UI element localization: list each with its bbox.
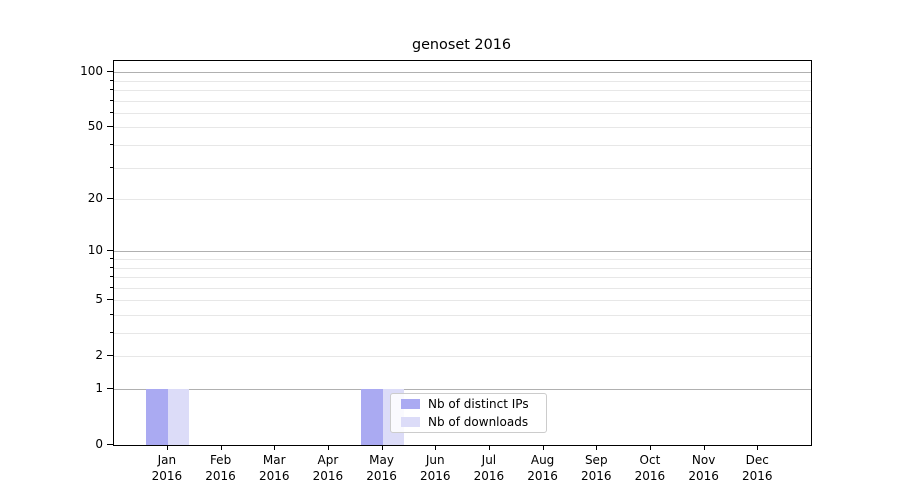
y-minor-tick-mark [110, 144, 113, 145]
x-tick-label: Jul 2016 [473, 453, 505, 483]
minor-gridline [114, 300, 811, 302]
y-minor-tick-mark [110, 355, 113, 357]
x-tick-mark [542, 445, 544, 450]
x-tick-mark [649, 445, 651, 450]
plot-area: Nb of distinct IPs Nb of downloads [113, 60, 812, 446]
x-tick-label: Mar 2016 [258, 453, 290, 483]
x-tick-label: Jun 2016 [419, 453, 451, 483]
y-tick-label: 0 [95, 437, 103, 451]
y-tick-mark [107, 444, 113, 445]
x-tick-label: Oct 2016 [634, 453, 666, 483]
minor-gridline [114, 258, 811, 260]
y-minor-tick-mark [110, 257, 113, 259]
y-minor-tick-mark [110, 313, 113, 315]
y-minor-tick-mark [110, 198, 113, 200]
legend-swatch-distinct-ips [401, 399, 420, 409]
y-minor-tick-mark [110, 332, 113, 333]
x-tick-label: Nov 2016 [688, 453, 719, 483]
minor-gridline [114, 167, 811, 169]
minor-gridline [114, 333, 811, 334]
x-tick-mark [274, 445, 276, 450]
y-minor-tick-mark [110, 166, 113, 168]
y-tick-mark [107, 71, 113, 73]
bar-layer [114, 61, 811, 445]
x-tick-label: Sep 2016 [580, 453, 612, 483]
x-tick-mark [327, 445, 329, 450]
legend-item-distinct-ips: Nb of distinct IPs [391, 397, 546, 411]
x-tick-label: Apr 2016 [312, 453, 344, 483]
x-tick-label: May 2016 [366, 453, 397, 483]
y-tick-label: 50 [87, 119, 103, 134]
y-minor-tick-mark [110, 299, 113, 301]
x-tick-mark [381, 445, 383, 450]
minor-gridline [114, 199, 811, 201]
x-tick-mark [220, 445, 222, 450]
major-gridline [114, 389, 811, 390]
major-gridline [114, 72, 811, 74]
y-minor-tick-mark [110, 266, 113, 268]
legend-item-downloads: Nb of downloads [391, 415, 546, 429]
legend-swatch-downloads [401, 417, 420, 427]
y-minor-tick-mark [110, 276, 113, 278]
legend: Nb of distinct IPs Nb of downloads [390, 393, 547, 433]
x-tick-mark [488, 445, 490, 450]
y-minor-tick-mark [110, 126, 113, 128]
minor-gridline [114, 145, 811, 146]
x-tick-mark [435, 445, 437, 450]
y-tick-label: 10 [87, 243, 103, 258]
x-tick-mark [703, 445, 705, 450]
x-tick-mark [596, 445, 598, 450]
x-tick-label: Aug 2016 [527, 453, 558, 483]
x-tick-label: Jan 2016 [151, 453, 183, 483]
y-tick-label: 2 [95, 348, 103, 363]
x-tick-mark [166, 445, 168, 450]
minor-gridline [114, 267, 811, 269]
x-tick-mark [757, 445, 759, 450]
bar-jan-series0 [146, 389, 168, 445]
y-minor-tick-mark [110, 286, 113, 288]
minor-gridline [114, 277, 811, 279]
minor-gridline [114, 112, 811, 114]
bar-may-series0 [361, 389, 383, 445]
y-tick-mark [107, 388, 113, 389]
bar-jan-series1 [167, 389, 190, 445]
minor-gridline [114, 90, 811, 91]
y-minor-tick-mark [110, 79, 113, 81]
minor-gridline [114, 356, 811, 358]
chart-title: genoset 2016 [411, 37, 512, 53]
y-minor-tick-mark [110, 111, 113, 113]
minor-gridline [114, 287, 811, 289]
y-tick-label: 100 [80, 64, 103, 79]
y-minor-tick-mark [110, 99, 113, 101]
y-tick-label: 1 [95, 381, 103, 395]
minor-gridline [114, 100, 811, 102]
y-tick-mark [107, 250, 113, 252]
x-tick-label: Dec 2016 [741, 453, 773, 483]
x-tick-label: Feb 2016 [205, 453, 236, 483]
minor-gridline [114, 314, 811, 316]
legend-label: Nb of downloads [428, 415, 529, 429]
minor-gridline [114, 80, 811, 82]
legend-label: Nb of distinct IPs [428, 397, 529, 411]
minor-gridline [114, 127, 811, 129]
y-minor-tick-mark [110, 89, 113, 90]
major-gridline [114, 251, 811, 253]
y-tick-label: 20 [87, 191, 103, 206]
gridline-layer [114, 61, 811, 445]
y-tick-label: 5 [95, 292, 103, 307]
